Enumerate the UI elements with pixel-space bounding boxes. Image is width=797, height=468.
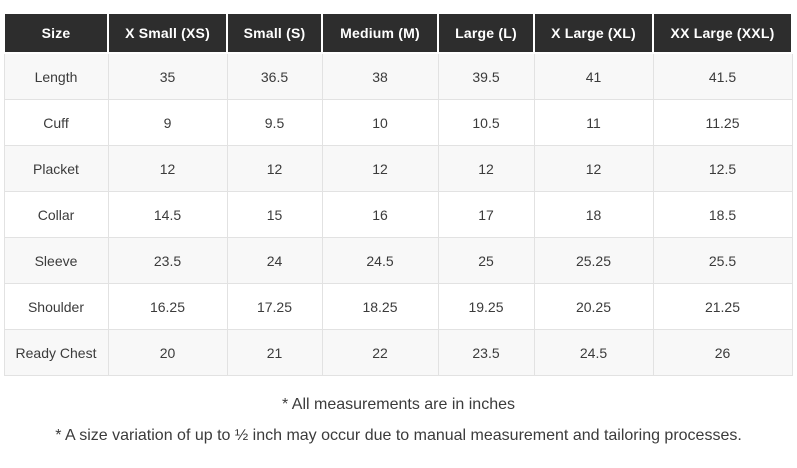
column-header-xsmall: X Small (XS) xyxy=(107,12,228,54)
size-value-cell: 26 xyxy=(652,329,793,376)
size-value-cell: 38 xyxy=(321,52,439,100)
row-label: Sleeve xyxy=(3,237,109,284)
size-value-cell: 36.5 xyxy=(226,52,323,100)
size-value-cell: 24 xyxy=(226,237,323,284)
table-row-collar: Collar 14.5 15 16 17 18 18.5 xyxy=(3,191,793,238)
size-value-cell: 12 xyxy=(321,145,439,192)
size-value-cell: 21 xyxy=(226,329,323,376)
table-row-ready-chest: Ready Chest 20 21 22 23.5 24.5 26 xyxy=(3,329,793,376)
size-value-cell: 18 xyxy=(533,191,654,238)
size-chart-header: Size X Small (XS) Small (S) Medium (M) L… xyxy=(3,12,793,54)
size-value-cell: 20 xyxy=(107,329,228,376)
size-value-cell: 12 xyxy=(107,145,228,192)
row-label: Cuff xyxy=(3,99,109,146)
column-header-medium: Medium (M) xyxy=(321,12,439,54)
size-value-cell: 23.5 xyxy=(107,237,228,284)
size-value-cell: 24.5 xyxy=(533,329,654,376)
row-label: Ready Chest xyxy=(3,329,109,376)
size-value-cell: 12 xyxy=(437,145,535,192)
size-value-cell: 18.5 xyxy=(652,191,793,238)
size-value-cell: 18.25 xyxy=(321,283,439,330)
size-value-cell: 12.5 xyxy=(652,145,793,192)
size-value-cell: 10 xyxy=(321,99,439,146)
size-value-cell: 11.25 xyxy=(652,99,793,146)
size-value-cell: 25 xyxy=(437,237,535,284)
size-value-cell: 23.5 xyxy=(437,329,535,376)
size-value-cell: 16.25 xyxy=(107,283,228,330)
size-value-cell: 25.25 xyxy=(533,237,654,284)
size-chart-table: Size X Small (XS) Small (S) Medium (M) L… xyxy=(3,12,793,376)
column-header-xlarge: X Large (XL) xyxy=(533,12,654,54)
table-row-cuff: Cuff 9 9.5 10 10.5 11 11.25 xyxy=(3,99,793,146)
footnote-units: * All measurements are in inches xyxy=(282,396,515,413)
size-value-cell: 21.25 xyxy=(652,283,793,330)
size-value-cell: 24.5 xyxy=(321,237,439,284)
column-header-xxlarge: XX Large (XXL) xyxy=(652,12,793,54)
size-value-cell: 39.5 xyxy=(437,52,535,100)
size-value-cell: 12 xyxy=(226,145,323,192)
size-chart-page: Size X Small (XS) Small (S) Medium (M) L… xyxy=(0,12,797,468)
row-label: Collar xyxy=(3,191,109,238)
footnote-variation: * A size variation of up to ½ inch may o… xyxy=(55,427,742,444)
size-value-cell: 11 xyxy=(533,99,654,146)
footnotes: * All measurements are in inches * A siz… xyxy=(0,395,797,446)
header-row: Size X Small (XS) Small (S) Medium (M) L… xyxy=(3,12,793,54)
size-value-cell: 17 xyxy=(437,191,535,238)
size-value-cell: 17.25 xyxy=(226,283,323,330)
size-value-cell: 14.5 xyxy=(107,191,228,238)
row-label: Placket xyxy=(3,145,109,192)
size-value-cell: 41 xyxy=(533,52,654,100)
size-value-cell: 22 xyxy=(321,329,439,376)
table-row-length: Length 35 36.5 38 39.5 41 41.5 xyxy=(3,52,793,100)
size-value-cell: 20.25 xyxy=(533,283,654,330)
size-value-cell: 41.5 xyxy=(652,52,793,100)
size-value-cell: 35 xyxy=(107,52,228,100)
size-value-cell: 9.5 xyxy=(226,99,323,146)
table-row-placket: Placket 12 12 12 12 12 12.5 xyxy=(3,145,793,192)
column-header-size: Size xyxy=(3,12,109,54)
row-label: Length xyxy=(3,52,109,100)
size-value-cell: 16 xyxy=(321,191,439,238)
size-value-cell: 9 xyxy=(107,99,228,146)
column-header-small: Small (S) xyxy=(226,12,323,54)
column-header-large: Large (L) xyxy=(437,12,535,54)
size-value-cell: 15 xyxy=(226,191,323,238)
size-value-cell: 10.5 xyxy=(437,99,535,146)
size-value-cell: 12 xyxy=(533,145,654,192)
table-row-sleeve: Sleeve 23.5 24 24.5 25 25.25 25.5 xyxy=(3,237,793,284)
size-chart-body: Length 35 36.5 38 39.5 41 41.5 Cuff 9 9.… xyxy=(3,52,793,376)
table-row-shoulder: Shoulder 16.25 17.25 18.25 19.25 20.25 2… xyxy=(3,283,793,330)
size-value-cell: 19.25 xyxy=(437,283,535,330)
row-label: Shoulder xyxy=(3,283,109,330)
size-value-cell: 25.5 xyxy=(652,237,793,284)
